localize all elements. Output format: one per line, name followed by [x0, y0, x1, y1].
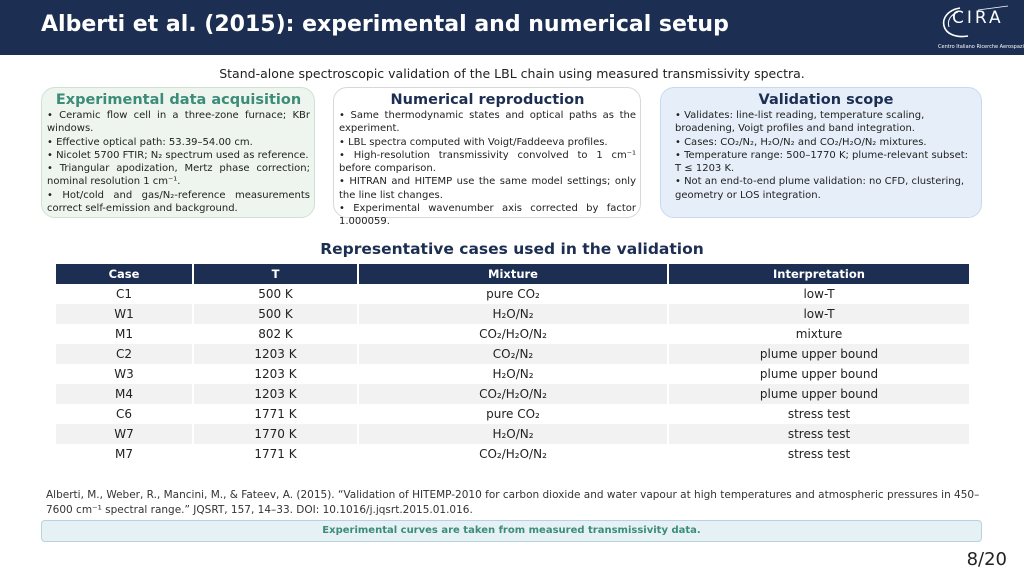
card-bullet: • Not an end-to-end plume validation: no…	[675, 176, 965, 201]
cell-temperature: 1203 K	[193, 364, 359, 384]
card-title: Experimental data acquisition	[55, 92, 302, 108]
cell-case: W1	[56, 304, 194, 324]
card-bullet: • Ceramic flow cell in a three-zone furn…	[47, 110, 310, 135]
card-title: Validation scope	[758, 92, 894, 108]
cell-interpretation: plume upper bound	[759, 367, 879, 381]
table-row: M4 1203 K CO₂/H₂O/N₂ plume upper bound	[56, 384, 969, 404]
card-validation-scope: Validation scope • Validates: line-list …	[660, 87, 982, 218]
cell-temperature: 500 K	[193, 304, 359, 324]
table-row: M7 1771 K CO₂/H₂O/N₂ stress test	[56, 444, 969, 464]
cell-temperature: 1771 K	[193, 444, 359, 464]
cell-case: C2	[56, 344, 194, 364]
table-row: C6 1771 K pure CO₂ stress test	[56, 404, 969, 424]
cell-temperature: 1770 K	[193, 424, 359, 444]
cell-interpretation: stress test	[787, 447, 851, 461]
cell-mixture: H₂O/N₂	[358, 304, 669, 324]
card-bullet: • Effective optical path: 53.39–54.00 cm…	[47, 136, 253, 148]
cell-mixture: pure CO₂	[358, 284, 669, 304]
cell-case: W7	[56, 424, 194, 444]
card-bullet: • Triangular apodization, Mertz phase co…	[47, 163, 310, 188]
cell-interpretation: stress test	[787, 407, 851, 421]
cell-interpretation: low-T	[668, 304, 969, 324]
cell-case: M7	[56, 444, 194, 464]
column-header-case: Case	[56, 264, 194, 284]
logo-subtext: Centro Italiano Ricerche Aerospaziali	[938, 44, 1024, 50]
table-row: W7 1770 K H₂O/N₂ stress test	[56, 424, 969, 444]
slide-subtitle: Stand-alone spectroscopic validation of …	[219, 66, 805, 81]
card-bullet: • Hot/cold and gas/N₂-reference measurem…	[47, 189, 310, 215]
cell-temperature: 1203 K	[193, 384, 359, 404]
card-bullet: • Experimental wavenumber axis corrected…	[339, 203, 636, 228]
card-bullet: • Validates: line-list reading, temperat…	[675, 110, 925, 135]
slide-header: Alberti et al. (2015): experimental and …	[0, 0, 1024, 55]
cira-logo: CIRA Centro Italiano Ricerche Aerospazia…	[938, 2, 1024, 54]
cases-table: Case T Mixture Interpretation C1 500 K p…	[56, 264, 969, 464]
card-bullet: • Nicolet 5700 FTIR; N₂ spectrum used as…	[47, 149, 309, 161]
table-row: C1 500 K pure CO₂ low-T	[56, 284, 969, 304]
card-bullet: • High-resolution transmissivity convolv…	[339, 149, 636, 175]
cell-interpretation: plume upper bound	[668, 384, 969, 404]
cell-temperature: 802 K	[193, 324, 359, 344]
table-row: M1 802 K CO₂/H₂O/N₂ mixture	[56, 324, 969, 344]
cell-temperature: 1771 K	[193, 404, 359, 424]
card-experimental-data: Experimental data acquisition • Ceramic …	[41, 87, 315, 218]
cell-interpretation: plume upper bound	[668, 344, 969, 364]
cell-temperature: 1203 K	[193, 344, 359, 364]
card-title: Numerical reproduction	[390, 92, 585, 108]
cell-mixture: H₂O/N₂	[358, 424, 669, 444]
cell-case: C6	[56, 404, 194, 424]
cell-case: C1	[56, 284, 194, 304]
logo-wordmark: CIRA	[952, 8, 1004, 28]
cell-interpretation: low-T	[803, 287, 835, 301]
section-title: Representative cases used in the validat…	[320, 240, 704, 258]
cell-case: M4	[56, 384, 194, 404]
card-bullet: • HITRAN and HITEMP use the same model s…	[339, 176, 636, 201]
cell-mixture: CO₂/N₂	[358, 344, 669, 364]
cell-mixture: CO₂/H₂O/N₂	[358, 444, 669, 464]
cell-mixture: CO₂/H₂O/N₂	[358, 324, 669, 344]
card-bullet: • LBL spectra computed with Voigt/Faddee…	[339, 136, 608, 148]
cell-mixture: H₂O/N₂	[358, 364, 669, 384]
note-banner: Experimental curves are taken from measu…	[41, 520, 982, 542]
cira-logo-swoosh-icon	[942, 5, 1009, 38]
table-header-row: Case T Mixture Interpretation	[56, 264, 969, 284]
card-bullet: • Temperature range: 500–1770 K; plume-r…	[675, 149, 969, 175]
cell-temperature: 500 K	[193, 284, 359, 304]
column-header-interpretation: Interpretation	[668, 264, 969, 284]
cell-mixture: pure CO₂	[358, 404, 669, 424]
cell-interpretation: mixture	[795, 327, 843, 341]
slide-title: Alberti et al. (2015): experimental and …	[41, 12, 729, 37]
column-header-temperature: T	[193, 264, 359, 284]
cell-mixture: CO₂/H₂O/N₂	[358, 384, 669, 404]
card-bullet: • Same thermodynamic states and optical …	[339, 110, 636, 135]
cell-interpretation: stress test	[668, 424, 969, 444]
table-row: C2 1203 K CO₂/N₂ plume upper bound	[56, 344, 969, 364]
card-numerical-reproduction: Numerical reproduction • Same thermodyna…	[333, 87, 641, 227]
table-row: W3 1203 K H₂O/N₂ plume upper bound	[56, 364, 969, 384]
cell-case: M1	[56, 324, 194, 344]
reference-citation: Alberti, M., Weber, R., Mancini, M., & F…	[46, 489, 980, 516]
column-header-mixture: Mixture	[358, 264, 669, 284]
cell-case: W3	[56, 364, 194, 384]
page-number: 8/20	[966, 549, 1007, 570]
table-row: W1 500 K H₂O/N₂ low-T	[56, 304, 969, 324]
card-bullet: • Cases: CO₂/N₂, H₂O/N₂ and CO₂/H₂O/N₂ m…	[675, 136, 927, 148]
